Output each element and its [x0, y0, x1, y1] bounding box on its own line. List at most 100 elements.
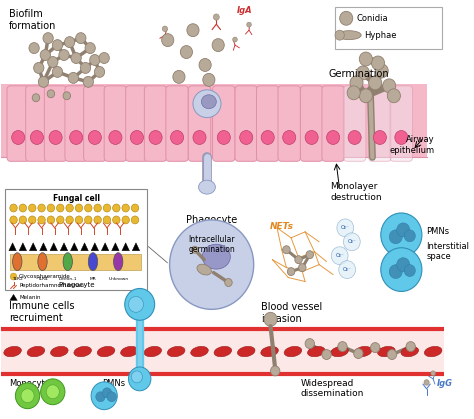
Circle shape — [389, 230, 402, 244]
Circle shape — [56, 204, 64, 212]
Circle shape — [94, 67, 105, 78]
Circle shape — [38, 204, 46, 212]
Circle shape — [406, 341, 415, 352]
FancyBboxPatch shape — [390, 86, 412, 161]
Circle shape — [180, 46, 192, 59]
Ellipse shape — [13, 253, 22, 271]
Ellipse shape — [237, 347, 255, 357]
Text: Melanin: Melanin — [19, 295, 41, 300]
Circle shape — [91, 382, 117, 410]
Text: Phagocyte: Phagocyte — [186, 215, 237, 225]
Circle shape — [28, 216, 36, 224]
Text: Immune cells
recruiment: Immune cells recruiment — [9, 301, 74, 323]
FancyBboxPatch shape — [256, 86, 279, 161]
Circle shape — [343, 233, 360, 251]
Ellipse shape — [197, 264, 211, 275]
FancyBboxPatch shape — [235, 86, 257, 161]
Circle shape — [173, 70, 185, 83]
Circle shape — [335, 30, 344, 40]
Circle shape — [94, 216, 101, 224]
Circle shape — [240, 131, 253, 145]
Circle shape — [287, 268, 295, 276]
Circle shape — [48, 57, 58, 67]
Text: Glycosphaeramide: Glycosphaeramide — [19, 274, 71, 279]
FancyBboxPatch shape — [166, 86, 188, 161]
Circle shape — [52, 67, 63, 78]
Circle shape — [38, 216, 46, 224]
Ellipse shape — [214, 347, 232, 357]
Circle shape — [187, 24, 199, 36]
Circle shape — [21, 389, 34, 403]
Circle shape — [34, 62, 44, 73]
Ellipse shape — [4, 347, 21, 357]
Text: Fungal cell: Fungal cell — [53, 194, 100, 203]
FancyBboxPatch shape — [369, 86, 391, 161]
Ellipse shape — [202, 244, 230, 269]
Circle shape — [28, 204, 36, 212]
Circle shape — [348, 131, 361, 145]
Circle shape — [85, 43, 95, 54]
Circle shape — [109, 131, 122, 145]
Circle shape — [283, 246, 290, 254]
Circle shape — [331, 247, 348, 265]
Circle shape — [354, 349, 363, 359]
Circle shape — [84, 204, 92, 212]
Circle shape — [41, 379, 65, 405]
Ellipse shape — [337, 31, 361, 40]
FancyBboxPatch shape — [343, 86, 366, 161]
Circle shape — [225, 279, 232, 287]
FancyBboxPatch shape — [335, 8, 442, 49]
Circle shape — [372, 56, 384, 70]
Text: O₂⁻: O₂⁻ — [335, 253, 344, 258]
Circle shape — [30, 131, 44, 145]
Polygon shape — [10, 295, 17, 300]
Ellipse shape — [144, 347, 162, 357]
Circle shape — [322, 349, 331, 360]
Ellipse shape — [63, 253, 73, 271]
Circle shape — [52, 40, 63, 51]
Circle shape — [374, 131, 386, 145]
Circle shape — [128, 296, 144, 312]
Circle shape — [347, 86, 360, 100]
Circle shape — [387, 349, 397, 360]
Circle shape — [96, 392, 105, 402]
Polygon shape — [71, 243, 78, 251]
Circle shape — [383, 79, 396, 93]
Circle shape — [103, 216, 111, 224]
Ellipse shape — [97, 347, 115, 357]
Ellipse shape — [201, 95, 216, 109]
Ellipse shape — [193, 90, 221, 118]
Polygon shape — [40, 243, 47, 251]
Circle shape — [10, 216, 17, 224]
Circle shape — [102, 388, 112, 398]
Text: NETs: NETs — [270, 222, 293, 231]
Text: Monocytes: Monocytes — [9, 379, 54, 388]
Ellipse shape — [284, 347, 302, 357]
Circle shape — [19, 216, 27, 224]
Circle shape — [88, 131, 101, 145]
Circle shape — [337, 219, 354, 237]
FancyBboxPatch shape — [278, 86, 301, 161]
Circle shape — [94, 204, 101, 212]
Polygon shape — [29, 243, 37, 251]
Circle shape — [162, 34, 174, 47]
Text: Peptidorhamnomannan: Peptidorhamnomannan — [19, 283, 84, 288]
Text: Intracellular
germination: Intracellular germination — [188, 235, 235, 254]
Circle shape — [247, 22, 251, 27]
Polygon shape — [9, 243, 16, 251]
Ellipse shape — [261, 347, 278, 357]
Circle shape — [83, 76, 93, 87]
Circle shape — [338, 341, 347, 352]
FancyBboxPatch shape — [45, 86, 67, 161]
Ellipse shape — [331, 347, 348, 357]
Circle shape — [359, 52, 373, 66]
Text: O₂⁻: O₂⁻ — [343, 267, 352, 272]
Circle shape — [29, 43, 39, 54]
Circle shape — [64, 36, 75, 48]
Circle shape — [162, 26, 167, 31]
FancyBboxPatch shape — [7, 86, 29, 161]
Circle shape — [71, 52, 81, 63]
Circle shape — [397, 223, 410, 237]
Text: Conidia: Conidia — [356, 14, 388, 23]
Polygon shape — [50, 243, 57, 251]
